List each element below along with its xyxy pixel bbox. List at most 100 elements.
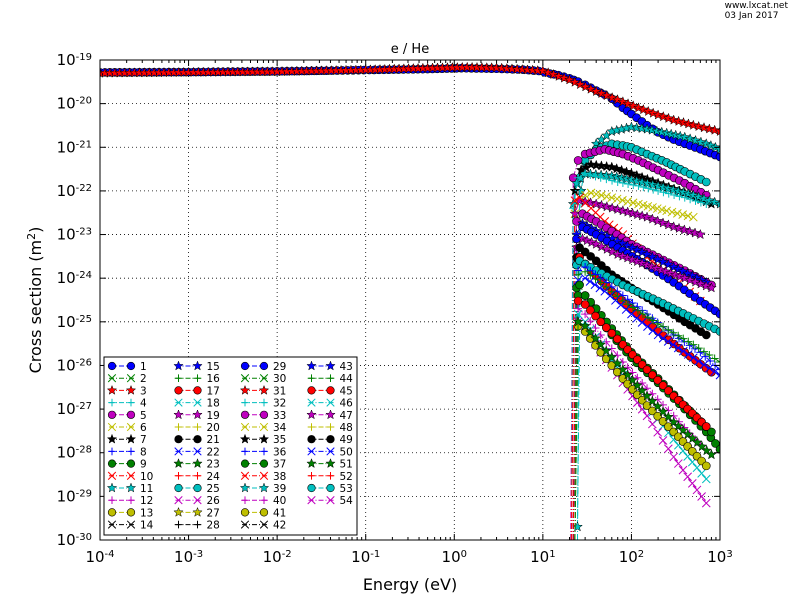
data-point [663, 112, 674, 123]
legend-label: 20 [207, 422, 220, 434]
data-point [239, 433, 251, 444]
data-point [678, 224, 690, 235]
y-tick-exp: -29 [76, 488, 92, 499]
data-point [608, 176, 617, 185]
data-point [585, 158, 597, 170]
y-tick-exp: -28 [76, 444, 92, 455]
data-point [611, 163, 623, 174]
data-point [601, 201, 613, 212]
data-point [580, 273, 590, 283]
data-point [193, 472, 202, 480]
data-point [584, 326, 596, 337]
data-point [633, 390, 642, 400]
data-point [637, 318, 647, 327]
data-point [632, 313, 642, 323]
data-point [664, 422, 673, 431]
data-point [586, 252, 595, 261]
chart-title: e / He [391, 42, 429, 57]
data-point [657, 217, 669, 228]
data-point [623, 300, 632, 309]
x-tick-exp: 0 [461, 549, 467, 560]
x-tick-base: 10 [707, 548, 726, 566]
x-tick-base: 10 [530, 548, 549, 566]
data-point [701, 444, 713, 456]
data-point [581, 310, 590, 319]
legend-entry-9: 9 [107, 459, 147, 471]
legend-entry-48: 48 [307, 422, 353, 434]
data-point [646, 213, 658, 224]
data-point [683, 472, 693, 482]
data-point [705, 282, 717, 293]
data-point [241, 398, 249, 407]
plot-series [100, 61, 720, 540]
legend-label: 38 [273, 471, 286, 483]
data-point [240, 374, 250, 383]
data-point [674, 270, 686, 282]
data-point [669, 452, 679, 462]
data-point [174, 472, 183, 480]
data-point [651, 262, 662, 273]
x-tick-base: 10 [351, 548, 370, 566]
data-point [193, 398, 202, 407]
legend-entry-25: 25 [174, 483, 220, 495]
data-point [679, 272, 691, 283]
data-point [260, 447, 268, 456]
data-point [700, 347, 709, 356]
data-point [669, 269, 681, 280]
data-point [572, 217, 581, 226]
data-point [628, 385, 637, 394]
data-point [682, 188, 694, 199]
data-point [126, 520, 136, 529]
data-point [325, 360, 336, 371]
data-point [667, 207, 677, 217]
legend-label: 50 [340, 446, 353, 458]
y-tick-base: 10 [57, 444, 76, 462]
y-tick-base: 10 [57, 95, 76, 113]
legend-entry-11: 11 [106, 482, 153, 495]
data-point [590, 159, 602, 170]
legend-entry-21: 21 [174, 434, 220, 446]
plot-frame [99, 59, 721, 541]
data-point [241, 496, 249, 504]
data-point [710, 354, 719, 363]
data-point [636, 122, 648, 134]
data-point [260, 398, 268, 407]
data-point [307, 496, 316, 505]
legend-entry-29: 29 [240, 361, 286, 373]
data-point [675, 192, 684, 201]
legend-label: 42 [273, 520, 286, 532]
data-point [714, 125, 720, 137]
data-point [628, 303, 637, 312]
legend-entry-38: 38 [240, 471, 286, 483]
y-tick-label: 10-23 [57, 226, 92, 244]
y-tick-exp: -21 [76, 139, 92, 150]
data-point [631, 122, 643, 133]
data-point [665, 267, 677, 278]
data-point [591, 324, 600, 333]
data-point [646, 395, 658, 406]
legend-label: 34 [273, 422, 287, 434]
data-point [622, 369, 634, 380]
data-point [586, 188, 596, 198]
y-axis-label: Cross section (m2) [25, 227, 46, 374]
data-point [668, 340, 678, 350]
data-point [624, 179, 633, 188]
legend-label: 3 [140, 385, 147, 397]
data-point [658, 417, 668, 426]
legend-entry-30: 30 [240, 373, 286, 385]
legend-entry-44: 44 [307, 373, 353, 385]
y-tick-base: 10 [57, 400, 76, 418]
data-point [173, 458, 184, 469]
data-point [626, 242, 638, 253]
legend-entry-3: 3 [106, 384, 147, 397]
data-point [570, 196, 580, 205]
data-point [682, 267, 694, 279]
y-tick-exp: -20 [76, 95, 92, 106]
legend-entry-32: 32 [241, 398, 286, 410]
data-point [617, 250, 629, 261]
data-point [241, 447, 249, 456]
legend-label: 17 [207, 385, 220, 397]
y-tick-base: 10 [57, 356, 76, 374]
data-point [326, 374, 335, 382]
legend-entry-47: 47 [306, 409, 353, 422]
